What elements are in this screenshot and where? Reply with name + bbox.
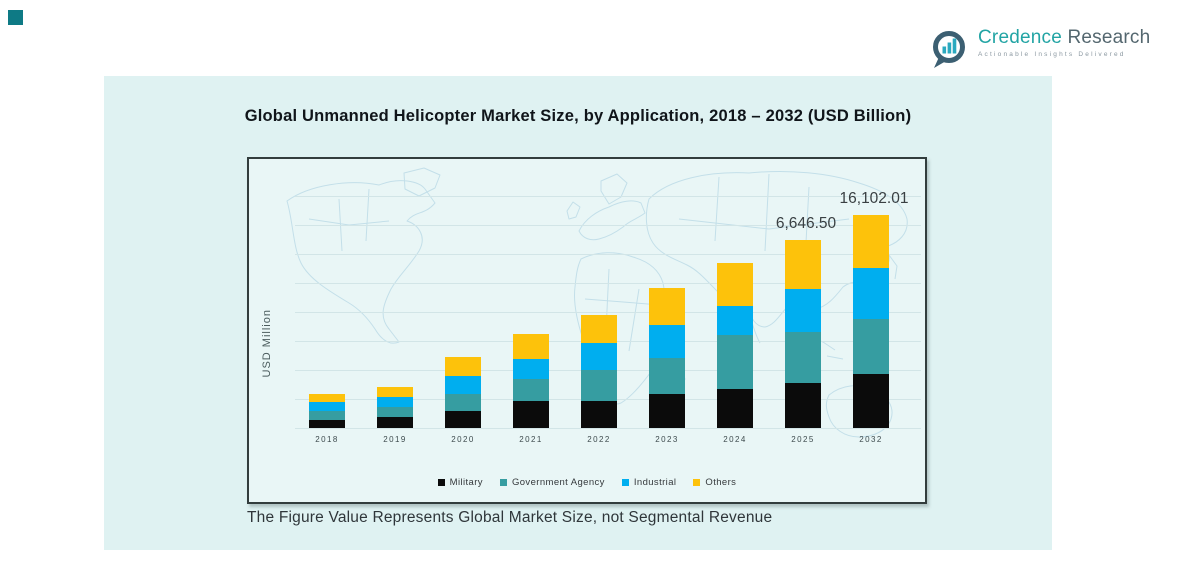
- bar-column-2021: [513, 334, 549, 428]
- value-label-2025: 6,646.50: [775, 215, 837, 232]
- bar-segment-others: [309, 394, 345, 403]
- gridline: [295, 225, 921, 226]
- bar-segment-others: [649, 288, 685, 325]
- logo-name: Credence Research: [978, 27, 1150, 49]
- bar-segment-government-agency: [377, 406, 413, 418]
- legend-label: Others: [705, 477, 737, 488]
- bar-segment-government-agency: [785, 331, 821, 384]
- x-axis-label-2019: 2019: [383, 435, 407, 444]
- bar-segment-industrial: [581, 343, 617, 370]
- bar-segment-military: [445, 410, 481, 428]
- legend: Military Government Agency Industrial Other…: [249, 477, 925, 488]
- x-axis-label-2023: 2023: [655, 435, 679, 444]
- legend-label: Industrial: [633, 477, 677, 488]
- bar-segment-military: [717, 389, 753, 428]
- gridline: [295, 196, 921, 197]
- bar-segment-others: [717, 263, 753, 307]
- bar-segment-others: [513, 334, 549, 359]
- logo-name-credence: Credence: [978, 27, 1062, 48]
- bar-segment-others: [377, 387, 413, 398]
- legend-item-military: Military: [437, 477, 483, 488]
- bar-segment-industrial: [785, 289, 821, 332]
- bar-column-2025: [785, 240, 821, 428]
- bar-segment-government-agency: [513, 378, 549, 401]
- legend-label: Military: [449, 477, 483, 488]
- legend-marker: [621, 479, 629, 486]
- bar-segment-government-agency: [853, 319, 889, 374]
- x-axis-label-2020: 2020: [451, 435, 475, 444]
- bar-segment-industrial: [853, 267, 889, 319]
- logo-tagline: Actionable Insights Delivered: [978, 51, 1126, 58]
- bar-segment-industrial: [649, 324, 685, 358]
- legend-marker: [499, 479, 507, 486]
- x-axis-label-2032: 2032: [859, 435, 883, 444]
- bar-segment-military: [785, 383, 821, 428]
- bar-column-2020: [445, 357, 481, 428]
- x-axis-label-2022: 2022: [587, 435, 611, 444]
- logo-text: Credence Research Actionable Insights De…: [978, 27, 1150, 58]
- bar-segment-industrial: [717, 306, 753, 336]
- bar-segment-others: [581, 315, 617, 344]
- x-axis-label-2021: 2021: [519, 435, 543, 444]
- bar-segment-industrial: [377, 397, 413, 407]
- bar-segment-industrial: [309, 402, 345, 412]
- bar-column-2032: [853, 215, 889, 428]
- bar-column-2024: [717, 263, 753, 428]
- bar-segment-military: [649, 394, 685, 428]
- chart-panel: Global Unmanned Helicopter Market Size, …: [104, 76, 1052, 550]
- credence-research-logo: Credence Research Actionable Insights De…: [928, 27, 1150, 71]
- legend-marker: [693, 479, 701, 486]
- bar-segment-military: [513, 400, 549, 428]
- y-axis-label: USD Million: [261, 309, 273, 378]
- logo-name-research: Research: [1067, 27, 1151, 48]
- legend-item-government-agency: Government Agency: [499, 477, 605, 488]
- bar-segment-government-agency: [445, 394, 481, 411]
- bar-chart-speech-bubble-icon: [933, 31, 965, 68]
- bar-segment-industrial: [513, 358, 549, 379]
- x-axis-label-2024: 2024: [723, 435, 747, 444]
- x-axis-label-2025: 2025: [791, 435, 815, 444]
- corner-accent-square: [8, 10, 23, 25]
- value-label-2032: 16,102.01: [839, 190, 909, 207]
- x-axis-label-2018: 2018: [315, 435, 339, 444]
- bar-segment-industrial: [445, 376, 481, 395]
- footnote: The Figure Value Represents Global Marke…: [247, 509, 773, 526]
- gridline: [295, 283, 921, 284]
- bar-segment-government-agency: [649, 357, 685, 395]
- bar-segment-government-agency: [581, 369, 617, 401]
- bar-segment-government-agency: [717, 335, 753, 390]
- bar-segment-others: [445, 357, 481, 377]
- legend-marker: [437, 479, 445, 486]
- bar-column-2019: [377, 387, 413, 428]
- bar-segment-military: [581, 400, 617, 428]
- bar-segment-others: [853, 215, 889, 268]
- bar-column-2018: [309, 394, 345, 428]
- chart-plot-box: USD Million 2018 2019 2020 2021 2022 2023 2024…: [247, 157, 927, 504]
- legend-label: Government Agency: [511, 477, 605, 488]
- legend-item-others: Others: [693, 477, 736, 488]
- bar-segment-military: [309, 419, 345, 428]
- bar-segment-military: [377, 417, 413, 428]
- gridline: [295, 254, 921, 255]
- bar-segment-others: [785, 240, 821, 290]
- bar-segment-government-agency: [309, 411, 345, 420]
- bar-column-2022: [581, 315, 617, 428]
- legend-item-industrial: Industrial: [621, 477, 677, 488]
- bar-column-2023: [649, 288, 685, 428]
- gridline: [295, 312, 921, 313]
- bar-segment-military: [853, 373, 889, 428]
- chart-title: Global Unmanned Helicopter Market Size, …: [244, 107, 912, 125]
- gridline: [295, 428, 921, 429]
